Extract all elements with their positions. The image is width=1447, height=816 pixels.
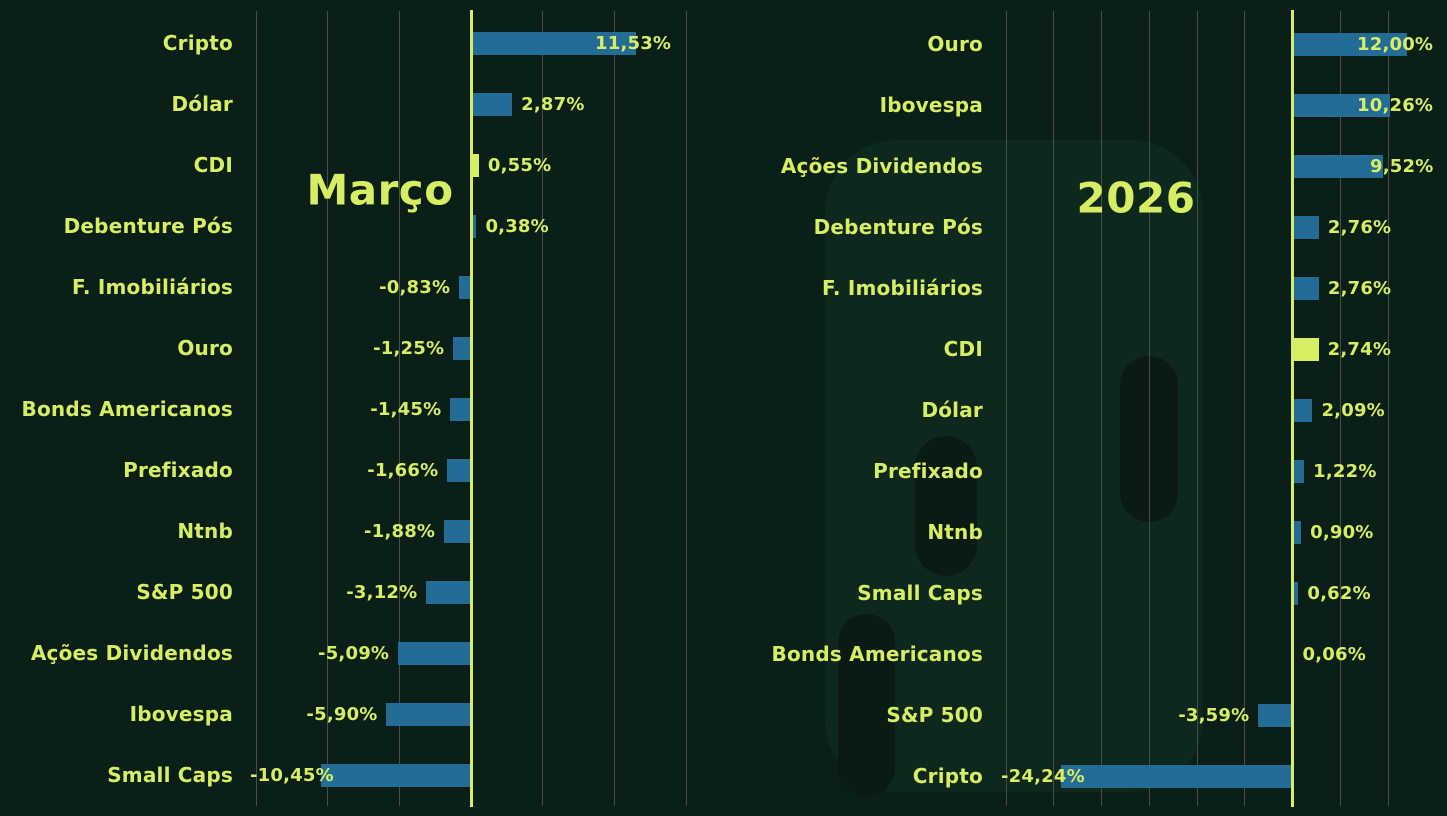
- value-label: -1,88%: [364, 521, 436, 542]
- value-label: -3,12%: [346, 582, 418, 603]
- bar: [1292, 94, 1391, 117]
- bar-highlighted: [1292, 338, 1319, 361]
- value-label: -3,59%: [1178, 705, 1250, 726]
- category-label: Ntnb: [177, 519, 233, 543]
- bar: [1292, 216, 1319, 239]
- bar: [1292, 460, 1305, 483]
- value-label: 0,90%: [1310, 522, 1374, 543]
- value-label: -1,45%: [370, 399, 442, 420]
- value-label: -1,66%: [367, 460, 439, 481]
- category-label: Debenture Pós: [813, 215, 983, 239]
- category-label: F. Imobiliários: [71, 275, 233, 299]
- bar: [426, 581, 471, 604]
- value-label: 2,76%: [1327, 217, 1392, 238]
- value-label: -10,45%: [250, 765, 334, 786]
- value-label: -24,24%: [1001, 766, 1085, 787]
- value-label: 2,87%: [521, 94, 585, 115]
- bar: [1292, 277, 1319, 300]
- gridline: [1196, 11, 1198, 806]
- gridline: [542, 11, 544, 806]
- gridline: [1148, 11, 1150, 806]
- bar: [1292, 155, 1384, 178]
- bar: [1292, 399, 1313, 422]
- bar: [1061, 765, 1293, 788]
- bar: [1258, 704, 1293, 727]
- bar: [1292, 33, 1408, 56]
- category-label: Ações Dividendos: [30, 641, 233, 665]
- category-label: Ouro: [177, 336, 233, 360]
- category-label: Cripto: [912, 764, 983, 788]
- bar: [450, 398, 471, 421]
- value-label: 1,22%: [1313, 461, 1377, 482]
- bar: [321, 764, 471, 787]
- chart-title: Março: [306, 165, 454, 215]
- gridline: [1005, 11, 1007, 806]
- zero-axis-line: [469, 10, 473, 807]
- category-label: Ouro: [927, 32, 983, 56]
- value-label: 0,62%: [1307, 583, 1371, 604]
- category-label: Ntnb: [927, 520, 983, 544]
- bar: [471, 32, 637, 55]
- zero-axis-line: [1291, 10, 1294, 807]
- category-label: Bonds Americanos: [771, 642, 983, 666]
- bar: [447, 459, 471, 482]
- bar: [398, 642, 471, 665]
- value-label: -1,25%: [373, 338, 445, 359]
- category-label: Cripto: [162, 31, 233, 55]
- category-label: Ações Dividendos: [780, 154, 983, 178]
- value-label: 0,38%: [485, 216, 549, 237]
- gridline: [685, 11, 687, 806]
- value-label: 0,06%: [1302, 644, 1366, 665]
- value-label: -5,09%: [318, 643, 390, 664]
- bar-highlighted: [471, 154, 479, 177]
- gridline: [1244, 11, 1246, 806]
- category-label: Dólar: [171, 92, 233, 116]
- gridline: [327, 11, 329, 806]
- category-label: S&P 500: [886, 703, 983, 727]
- category-label: Ibovespa: [129, 702, 233, 726]
- watermark-glyph: [838, 614, 895, 796]
- gridline: [1101, 11, 1102, 806]
- bar: [386, 703, 471, 726]
- gridline: [613, 11, 615, 806]
- value-label: 2,74%: [1327, 339, 1392, 360]
- value-label: -0,83%: [379, 277, 451, 298]
- bar: [1292, 582, 1299, 605]
- category-label: Dólar: [921, 398, 983, 422]
- category-label: Prefixado: [873, 459, 983, 483]
- value-label: 12,00%: [1357, 34, 1434, 55]
- category-label: Small Caps: [107, 763, 233, 787]
- gridline: [1053, 11, 1055, 806]
- bar: [453, 337, 471, 360]
- watermark-glyph: [915, 436, 977, 576]
- value-label: 2,76%: [1327, 278, 1392, 299]
- bar: [459, 276, 471, 299]
- bar: [471, 93, 513, 116]
- category-label: Debenture Pós: [63, 214, 233, 238]
- category-label: CDI: [193, 153, 233, 177]
- value-label: 11,53%: [595, 33, 672, 54]
- category-label: Small Caps: [857, 581, 983, 605]
- bar: [1292, 521, 1302, 544]
- category-label: Prefixado: [123, 458, 233, 482]
- category-label: F. Imobiliários: [821, 276, 983, 300]
- gridline: [255, 11, 257, 806]
- chart-title: 2026: [1076, 173, 1196, 223]
- value-label: -5,90%: [306, 704, 378, 725]
- value-label: 10,26%: [1357, 95, 1434, 116]
- category-label: CDI: [943, 337, 983, 361]
- category-label: Ibovespa: [879, 93, 983, 117]
- value-label: 9,52%: [1370, 156, 1434, 177]
- category-label: Bonds Americanos: [21, 397, 233, 421]
- gridline: [1387, 11, 1389, 806]
- gridline: [1339, 11, 1341, 806]
- bar: [444, 520, 471, 543]
- gridline: [398, 11, 400, 806]
- category-label: S&P 500: [136, 580, 233, 604]
- value-label: 2,09%: [1321, 400, 1385, 421]
- bar: [471, 215, 477, 238]
- value-label: 0,55%: [487, 155, 552, 176]
